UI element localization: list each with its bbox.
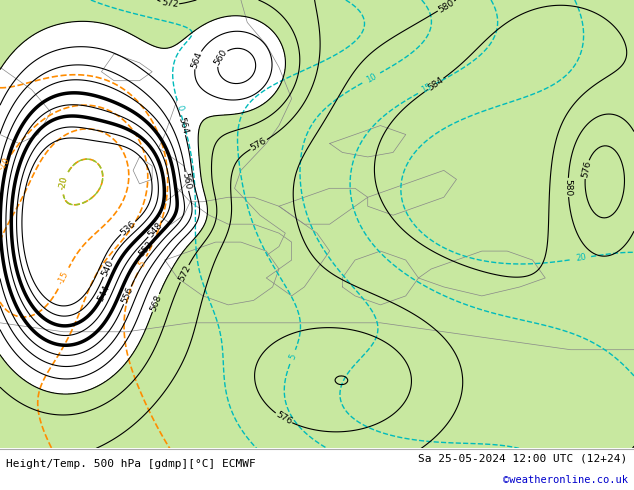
Text: 20: 20: [575, 253, 587, 264]
Text: 5: 5: [287, 353, 298, 361]
Text: 576: 576: [274, 410, 294, 427]
Text: 560: 560: [181, 172, 193, 191]
Text: 536: 536: [119, 219, 138, 237]
Text: 0: 0: [174, 104, 184, 112]
Text: 556: 556: [120, 286, 135, 305]
Text: 564: 564: [176, 117, 190, 135]
Text: 568: 568: [148, 293, 163, 313]
Text: Sa 25-05-2024 12:00 UTC (12+24): Sa 25-05-2024 12:00 UTC (12+24): [418, 454, 628, 464]
Text: 576: 576: [249, 136, 268, 153]
Text: 540: 540: [100, 259, 115, 278]
Text: 584: 584: [426, 75, 445, 93]
Text: 10: 10: [365, 72, 378, 84]
Text: 580: 580: [436, 0, 456, 14]
Text: -5: -5: [136, 259, 148, 270]
Text: 544: 544: [96, 283, 112, 303]
Text: 580: 580: [564, 179, 573, 196]
Text: 564: 564: [190, 50, 204, 70]
Text: 548: 548: [146, 220, 164, 239]
Text: 560: 560: [212, 48, 229, 68]
Text: -15: -15: [56, 270, 70, 286]
Text: Height/Temp. 500 hPa [gdmp][°C] ECMWF: Height/Temp. 500 hPa [gdmp][°C] ECMWF: [6, 459, 256, 469]
Text: 576: 576: [580, 160, 593, 179]
Text: -10: -10: [0, 156, 12, 172]
Text: -20: -20: [58, 175, 70, 191]
Text: 552: 552: [138, 239, 155, 258]
Text: ©weatheronline.co.uk: ©weatheronline.co.uk: [503, 475, 628, 485]
Text: 572: 572: [160, 0, 179, 9]
Text: -20: -20: [58, 175, 70, 191]
Text: 15: 15: [420, 82, 434, 95]
Text: 572: 572: [177, 264, 192, 283]
